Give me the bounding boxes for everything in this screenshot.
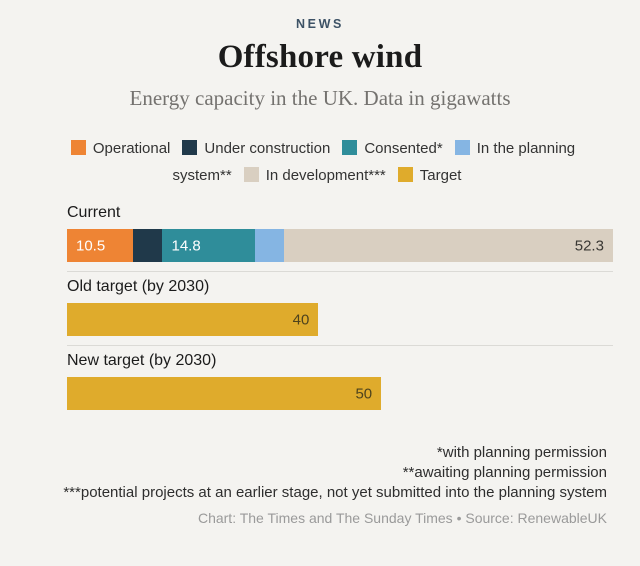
under_construction-swatch-icon	[182, 140, 198, 155]
legend-item: Target	[397, 167, 462, 184]
legend-item: In development***	[243, 167, 386, 184]
row-separator	[67, 271, 613, 272]
footnote-consented: *with planning permission	[436, 444, 607, 461]
credit: Chart: The Times and The Sunday Times • …	[197, 510, 607, 526]
bar-row: 50	[67, 377, 613, 410]
bar-segment-under_construction	[132, 229, 163, 262]
chart-subtitle: Energy capacity in the UK. Data in gigaw…	[129, 86, 511, 110]
legend-label: In development***	[265, 167, 386, 184]
bar-row: 40	[67, 303, 613, 336]
legend-item: In the planning system**	[172, 140, 576, 184]
legend-label: Target	[419, 167, 462, 184]
bar-value-label: 14.8	[171, 237, 201, 254]
bar-row: 10.5 14.8 52.3	[67, 229, 613, 262]
row-separator	[67, 345, 613, 346]
chart-title: Offshore wind	[217, 39, 423, 75]
bar-segment-target: 50	[67, 377, 382, 410]
legend-item: Operational	[70, 140, 171, 157]
legend-label: Consented*	[364, 140, 443, 157]
planning-swatch-icon	[454, 140, 470, 155]
bar-segment-target: 40	[67, 303, 319, 336]
footnotes: *with planning permission **awaiting pla…	[0, 443, 607, 503]
legend: Operational Under construction Consented* I…	[46, 135, 594, 189]
bar-segment-in_development: 52.3	[284, 229, 613, 262]
operational-swatch-icon	[70, 140, 86, 155]
legend-label: Operational	[92, 140, 171, 157]
in_development-swatch-icon	[243, 167, 259, 182]
bar-segment-planning	[255, 229, 285, 262]
legend-item: Under construction	[182, 140, 330, 157]
legend-label: In the planning system**	[172, 140, 576, 184]
bar-row-label: New target (by 2030)	[67, 352, 217, 369]
kicker: NEWS	[296, 17, 344, 31]
legend-label: Under construction	[204, 140, 331, 157]
target-swatch-icon	[397, 167, 413, 182]
bar-row-label: Old target (by 2030)	[67, 278, 210, 295]
legend-item: Consented*	[342, 140, 443, 157]
bar-value-label: 10.5	[76, 237, 106, 254]
bar-value-label: 50	[355, 385, 373, 402]
bar-chart: Current 10.5 14.8 52.3 Old target (by 2030) 4…	[67, 204, 613, 410]
bar-value-label: 40	[292, 311, 310, 328]
footnote-planning: **awaiting planning permission	[402, 464, 607, 481]
bar-segment-operational: 10.5	[67, 229, 133, 262]
consented-swatch-icon	[342, 140, 358, 155]
bar-row-label: Current	[67, 204, 121, 221]
bar-value-label: 52.3	[574, 237, 604, 254]
footnote-development: ***potential projects at an earlier stag…	[63, 484, 607, 501]
bar-segment-consented: 14.8	[162, 229, 256, 262]
